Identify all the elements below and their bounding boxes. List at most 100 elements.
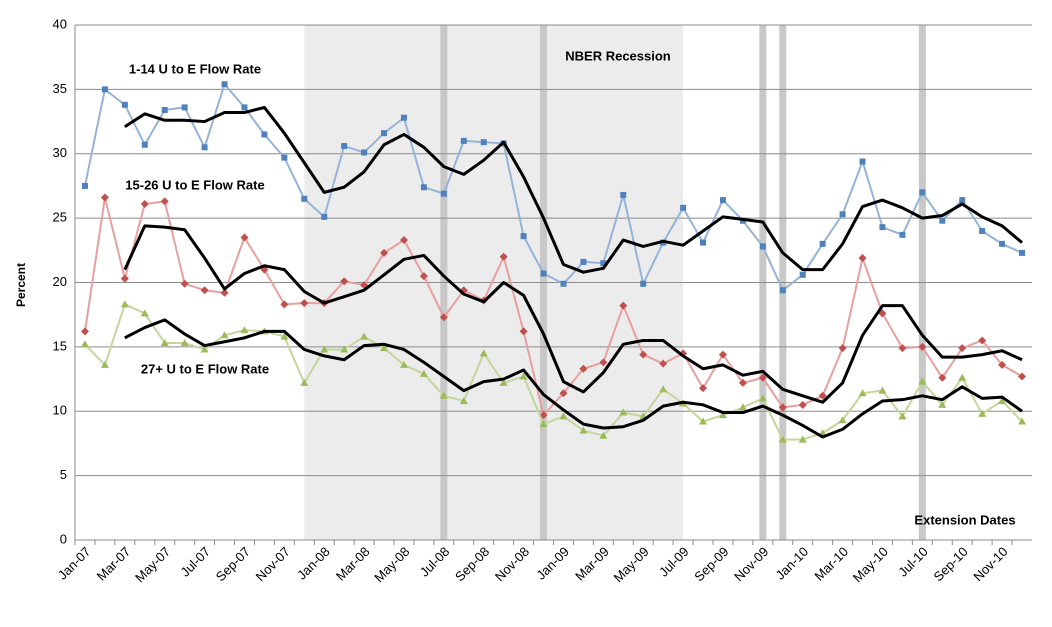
- marker: [878, 386, 887, 394]
- marker: [320, 345, 329, 353]
- marker: [120, 300, 129, 308]
- marker: [479, 349, 488, 357]
- marker: [161, 106, 168, 113]
- x-tick-label: Sep-09: [691, 544, 731, 584]
- series-line: [84, 303, 1023, 441]
- extension-label: Extension Dates: [914, 512, 1015, 527]
- marker: [200, 345, 209, 353]
- marker: [101, 86, 108, 93]
- marker: [420, 184, 427, 191]
- marker: [918, 342, 927, 351]
- marker: [539, 420, 548, 428]
- marker: [519, 372, 528, 380]
- marker: [240, 326, 249, 334]
- marker: [160, 197, 169, 206]
- marker: [559, 412, 568, 420]
- series-label: 1-14 U to E Flow Rate: [129, 61, 261, 76]
- marker: [579, 426, 588, 434]
- marker: [838, 344, 847, 353]
- marker: [140, 309, 149, 317]
- series-line: [83, 196, 1023, 417]
- marker: [579, 364, 588, 373]
- marker: [759, 243, 766, 250]
- x-tick-label: May-07: [132, 544, 173, 585]
- marker: [160, 339, 169, 347]
- marker: [380, 248, 389, 257]
- marker: [738, 378, 747, 387]
- marker: [998, 396, 1007, 404]
- x-tick-label: Jan-07: [55, 544, 94, 583]
- marker: [360, 332, 369, 340]
- marker: [858, 389, 867, 397]
- x-tick-label: Jul-08: [417, 544, 453, 580]
- marker: [100, 193, 109, 202]
- marker: [340, 345, 349, 353]
- series-line: [83, 83, 1023, 292]
- marker: [120, 274, 129, 283]
- marker: [819, 240, 826, 247]
- marker: [180, 339, 189, 347]
- marker: [341, 143, 348, 150]
- x-tick-label: Jul-10: [895, 544, 931, 580]
- marker: [798, 435, 807, 443]
- x-tick-label: Mar-10: [811, 544, 851, 584]
- marker: [899, 231, 906, 238]
- marker: [419, 272, 428, 281]
- marker: [181, 104, 188, 111]
- marker: [480, 139, 487, 146]
- x-tick-label: Jan-10: [773, 544, 812, 583]
- marker: [958, 373, 967, 381]
- y-tick-label: 5: [60, 467, 67, 482]
- marker: [520, 233, 527, 240]
- average-line: [124, 318, 1023, 439]
- marker: [1018, 417, 1027, 425]
- marker: [340, 277, 349, 286]
- marker: [979, 228, 986, 234]
- marker: [280, 332, 289, 340]
- y-tick-label: 20: [53, 274, 67, 289]
- average-line: [123, 224, 1023, 404]
- marker: [399, 360, 408, 368]
- marker: [81, 182, 88, 189]
- recession-label: NBER Recession: [565, 48, 671, 63]
- marker: [459, 396, 468, 404]
- marker: [758, 394, 767, 402]
- y-tick-label: 30: [53, 145, 67, 160]
- marker: [381, 130, 388, 137]
- marker: [779, 287, 786, 294]
- marker: [261, 131, 268, 138]
- y-tick-label: 35: [53, 81, 67, 96]
- marker: [439, 313, 448, 322]
- marker: [560, 280, 567, 287]
- marker: [201, 144, 208, 151]
- marker: [778, 435, 787, 443]
- marker: [898, 412, 907, 420]
- x-tick-label: Mar-07: [94, 544, 134, 584]
- x-tick-label: Jul-07: [177, 544, 213, 580]
- marker: [959, 197, 966, 204]
- x-tick-label: Nov-08: [492, 544, 532, 584]
- marker: [221, 81, 228, 88]
- marker: [659, 359, 668, 368]
- marker: [519, 327, 528, 336]
- marker: [380, 344, 389, 352]
- y-tick-label: 10: [53, 403, 67, 418]
- y-tick-label: 0: [60, 531, 67, 546]
- marker: [121, 101, 128, 108]
- marker: [978, 409, 987, 417]
- marker: [878, 309, 887, 318]
- marker: [599, 358, 608, 367]
- marker: [938, 400, 947, 408]
- marker: [700, 239, 707, 246]
- marker: [738, 403, 747, 411]
- y-tick-label: 15: [53, 338, 67, 353]
- marker: [798, 400, 807, 409]
- series-label: 15-26 U to E Flow Rate: [125, 177, 264, 192]
- series-label: 27+ U to E Flow Rate: [141, 361, 269, 376]
- marker: [958, 344, 967, 353]
- marker: [859, 158, 866, 165]
- marker: [1018, 372, 1027, 381]
- marker: [80, 340, 89, 348]
- marker: [978, 336, 987, 345]
